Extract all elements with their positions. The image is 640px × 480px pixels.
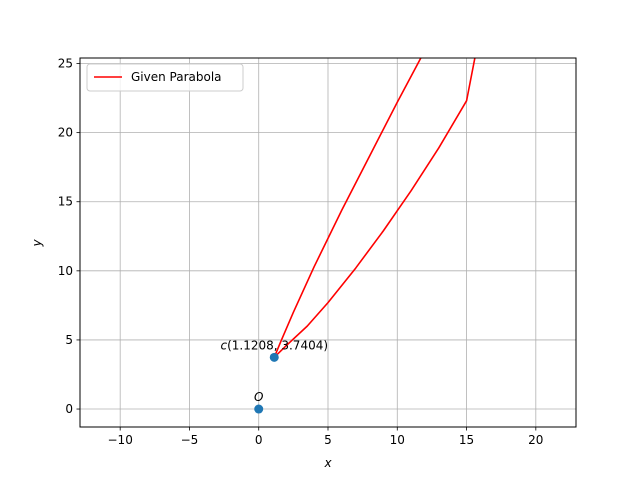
point-label-c: c(1.1208, 3.7404) bbox=[220, 338, 328, 352]
legend-box bbox=[86, 63, 244, 92]
y-tick-label: 20 bbox=[58, 126, 73, 140]
series-layer bbox=[273, 57, 476, 359]
point-label-o: O bbox=[254, 390, 263, 404]
y-tick-label: 15 bbox=[58, 195, 73, 209]
y-tick-label: 25 bbox=[58, 57, 73, 71]
x-tick-label: 0 bbox=[255, 433, 263, 447]
x-axis-label: x bbox=[323, 456, 332, 470]
y-tick-label: 0 bbox=[65, 402, 73, 416]
x-tick-label: 5 bbox=[324, 433, 332, 447]
point-vertex-c bbox=[269, 352, 279, 362]
y-tick-label: 5 bbox=[65, 333, 73, 347]
x-tick-label: −10 bbox=[108, 433, 133, 447]
x-tick-label: 15 bbox=[459, 433, 474, 447]
axis-ticks: −10 −5 0 5 10 15 20 0 5 10 15 20 25 bbox=[58, 57, 544, 447]
legend: Given Parabola bbox=[86, 63, 244, 92]
points-layer: c(1.1208, 3.7404) O bbox=[220, 338, 328, 414]
y-axis-label: y bbox=[30, 239, 44, 248]
grid-lines bbox=[80, 58, 576, 427]
x-tick-label: −5 bbox=[181, 433, 199, 447]
x-tick-label: 10 bbox=[390, 433, 405, 447]
y-tick-label: 10 bbox=[58, 264, 73, 278]
x-tick-label: 20 bbox=[528, 433, 543, 447]
legend-label-given-parabola: Given Parabola bbox=[131, 70, 222, 84]
series-line-given-parabola bbox=[273, 57, 476, 359]
point-origin-o bbox=[254, 404, 264, 414]
